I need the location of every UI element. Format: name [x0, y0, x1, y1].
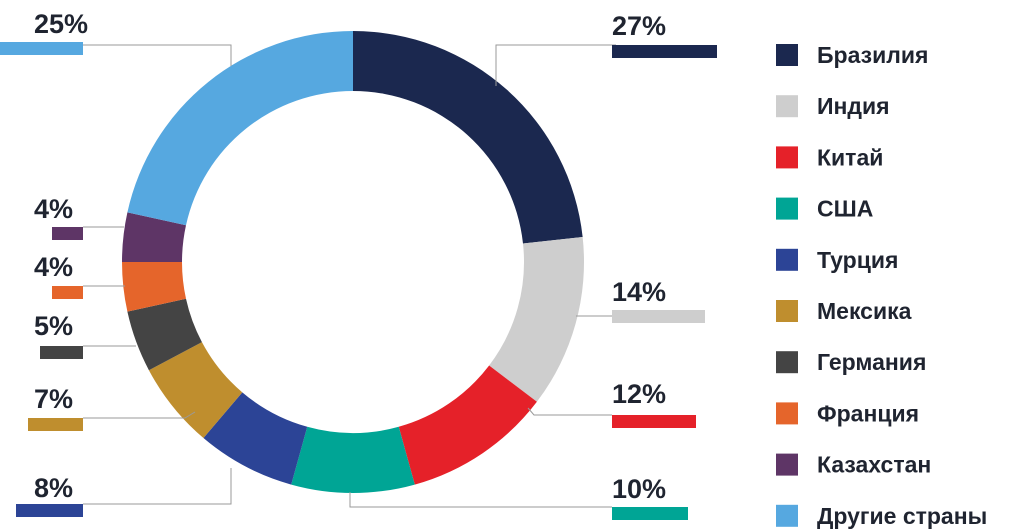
- legend-label-9: Другие страны: [817, 503, 987, 529]
- legend-swatch-7: [776, 402, 798, 425]
- leader-line-2: [527, 407, 612, 416]
- leader-line-5: [83, 411, 196, 419]
- legend-swatch-8: [776, 453, 798, 476]
- callout-bar-9: [0, 42, 83, 55]
- callout-bar-1: [612, 310, 705, 323]
- value-label-9: 25%: [34, 9, 88, 39]
- leader-line-9: [83, 44, 232, 66]
- callout-bar-6: [40, 346, 83, 359]
- value-label-0: 27%: [612, 11, 666, 41]
- legend-label-3: США: [817, 196, 873, 222]
- slice-8: [122, 212, 186, 262]
- legend-label-0: Бразилия: [817, 42, 928, 68]
- legend-label-1: Индия: [817, 93, 890, 119]
- callout-bar-2: [612, 415, 696, 428]
- legend-swatch-9: [776, 504, 798, 527]
- legend-label-4: Турция: [817, 247, 898, 273]
- callout-bar-0: [612, 45, 717, 58]
- value-label-4: 8%: [34, 473, 73, 503]
- callout-bar-5: [28, 418, 83, 431]
- legend-swatch-1: [776, 95, 798, 118]
- legend-swatch-5: [776, 300, 798, 322]
- slice-1: [489, 237, 584, 402]
- value-label-5: 7%: [34, 384, 73, 414]
- slice-4: [203, 392, 308, 485]
- slice-3: [291, 426, 415, 493]
- legend-swatch-4: [776, 248, 798, 271]
- legend-swatch-2: [776, 146, 798, 169]
- callout-bar-7: [52, 286, 83, 299]
- value-label-2: 12%: [612, 379, 666, 409]
- slice-5: [148, 342, 243, 439]
- donut-slices: [122, 31, 584, 493]
- value-label-7: 4%: [34, 252, 73, 282]
- slice-2: [398, 365, 537, 485]
- legend-label-2: Китай: [817, 144, 883, 170]
- callout-bar-8: [52, 227, 83, 240]
- legend: Бразилия Индия Китай США Турция Мексика Герман…: [776, 42, 987, 529]
- slice-9: [127, 31, 353, 226]
- leader-line-4: [83, 468, 232, 505]
- legend-swatch-6: [776, 351, 798, 374]
- legend-label-6: Германия: [817, 349, 926, 375]
- value-label-3: 10%: [612, 474, 666, 504]
- callout-bar-3: [612, 507, 688, 520]
- callout-bar-4: [16, 504, 83, 517]
- legend-label-8: Казахстан: [817, 452, 931, 478]
- legend-label-7: Франция: [817, 400, 919, 426]
- legend-swatch-3: [776, 197, 798, 220]
- slice-0: [353, 31, 583, 244]
- value-label-6: 5%: [34, 311, 73, 341]
- callouts: 27% 14% 12% 10% 8% 7% 5% 4% 4% 25%: [0, 9, 717, 520]
- legend-label-5: Мексика: [817, 298, 912, 324]
- legend-swatch-0: [776, 44, 798, 66]
- leader-line-3: [349, 492, 612, 508]
- slice-7: [122, 262, 186, 312]
- value-label-1: 14%: [612, 277, 666, 307]
- value-label-8: 4%: [34, 194, 73, 224]
- slice-6: [127, 298, 202, 371]
- leader-line-0: [495, 44, 616, 86]
